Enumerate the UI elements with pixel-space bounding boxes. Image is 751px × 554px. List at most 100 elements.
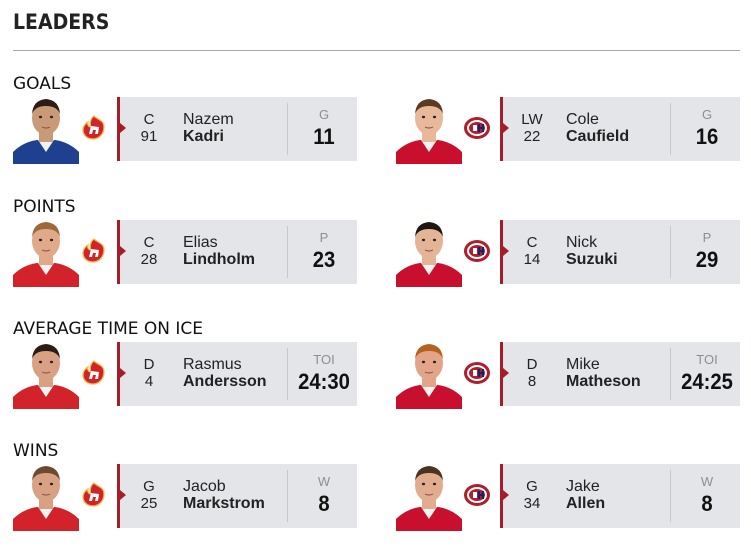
leader-card[interactable]: C 91 Nazem Kadri G 11	[13, 94, 373, 164]
leader-category: POINTS C 28 Elias Lindholm P 2	[0, 197, 751, 305]
category-label: AVERAGE TIME ON ICE	[13, 319, 204, 339]
stat-label: W	[700, 474, 714, 489]
stat-label: W	[317, 474, 331, 489]
player-headshot[interactable]	[396, 461, 462, 531]
stat-divider	[670, 226, 671, 278]
caret-right-icon	[503, 246, 509, 256]
leader-card[interactable]: G 25 Jacob Markstrom W 8	[13, 461, 373, 531]
title-divider	[13, 50, 740, 51]
stat-divider	[287, 470, 288, 522]
player-first-name[interactable]: Jacob	[183, 478, 226, 495]
player-position: C	[526, 234, 538, 251]
leader-card[interactable]: G 34 Jake Allen W 8	[396, 461, 751, 531]
flames-logo-icon[interactable]	[80, 359, 108, 387]
stat-divider	[287, 226, 288, 278]
player-stat-box[interactable]: G 34 Jake Allen W 8	[500, 464, 740, 528]
stat-value: 16	[695, 124, 719, 149]
player-headshot[interactable]	[396, 94, 462, 164]
stat-label: G	[701, 107, 713, 122]
flames-logo-icon[interactable]	[80, 481, 108, 509]
leader-card[interactable]: C 28 Elias Lindholm P 23	[13, 217, 373, 287]
page-title: LEADERS	[13, 10, 110, 34]
player-headshot-image	[13, 217, 79, 287]
leader-card[interactable]: LW 22 Cole Caufield G 16	[396, 94, 751, 164]
player-headshot[interactable]	[13, 217, 79, 287]
player-headshot-image	[396, 461, 462, 531]
player-stat-box[interactable]: C 14 Nick Suzuki P 29	[500, 220, 740, 284]
player-first-name[interactable]: Mike	[566, 356, 600, 373]
player-stat-box[interactable]: C 28 Elias Lindholm P 23	[117, 220, 357, 284]
player-position: D	[143, 356, 155, 373]
player-position: G	[143, 478, 155, 495]
stat-value: 11	[313, 124, 335, 149]
player-first-name[interactable]: Nick	[566, 234, 598, 251]
player-first-name[interactable]: Rasmus	[183, 356, 242, 373]
leader-category: AVERAGE TIME ON ICE D 4 Rasmus Andersson	[0, 319, 751, 427]
player-last-name[interactable]: Kadri	[183, 128, 224, 145]
leader-category: GOALS C 91 Nazem Kadri G 11	[0, 74, 751, 182]
player-number: 22	[523, 128, 541, 145]
player-stat-box[interactable]: G 25 Jacob Markstrom W 8	[117, 464, 357, 528]
stat-divider	[287, 103, 288, 155]
player-last-name[interactable]: Andersson	[183, 373, 267, 390]
player-headshot-image	[396, 94, 462, 164]
canadiens-logo-icon[interactable]	[463, 481, 491, 509]
player-headshot[interactable]	[396, 339, 462, 409]
category-label: WINS	[13, 441, 59, 461]
player-headshot[interactable]	[13, 461, 79, 531]
caret-right-icon	[503, 490, 509, 500]
stat-value: 29	[695, 247, 719, 272]
player-last-name[interactable]: Caufield	[566, 128, 630, 145]
player-position: D	[526, 356, 538, 373]
stat-divider	[670, 348, 671, 400]
caret-right-icon	[120, 368, 126, 378]
player-first-name[interactable]: Cole	[566, 111, 599, 128]
caret-right-icon	[503, 123, 509, 133]
category-label: POINTS	[13, 197, 76, 217]
player-last-name[interactable]: Matheson	[566, 373, 641, 390]
canadiens-logo-icon[interactable]	[463, 114, 491, 142]
player-stat-box[interactable]: LW 22 Cole Caufield G 16	[500, 97, 740, 161]
stat-value: 23	[312, 247, 336, 272]
player-stat-box[interactable]: D 8 Mike Matheson TOI 24:25	[500, 342, 740, 406]
player-headshot-image	[13, 339, 79, 409]
player-first-name[interactable]: Nazem	[183, 111, 234, 128]
player-number: 14	[523, 251, 541, 268]
player-number: 28	[140, 251, 158, 268]
player-last-name[interactable]: Suzuki	[566, 251, 618, 268]
player-headshot[interactable]	[13, 339, 79, 409]
player-number: 8	[527, 373, 537, 390]
player-position: LW	[521, 111, 543, 128]
player-first-name[interactable]: Elias	[183, 234, 218, 251]
stat-label: G	[318, 107, 330, 122]
player-headshot-image	[396, 339, 462, 409]
player-last-name[interactable]: Lindholm	[183, 251, 255, 268]
stat-divider	[670, 470, 671, 522]
canadiens-logo-icon[interactable]	[463, 359, 491, 387]
leader-card[interactable]: C 14 Nick Suzuki P 29	[396, 217, 751, 287]
player-headshot[interactable]	[13, 94, 79, 164]
player-headshot-image	[13, 461, 79, 531]
stat-value: 8	[318, 491, 330, 516]
player-last-name[interactable]: Markstrom	[183, 495, 265, 512]
player-last-name[interactable]: Allen	[566, 495, 606, 512]
flames-logo-icon[interactable]	[80, 237, 108, 265]
player-position: C	[143, 234, 155, 251]
flames-logo-icon[interactable]	[80, 114, 108, 142]
canadiens-logo-icon[interactable]	[463, 237, 491, 265]
caret-right-icon	[120, 123, 126, 133]
caret-right-icon	[503, 368, 509, 378]
player-number: 91	[140, 128, 158, 145]
player-stat-box[interactable]: C 91 Nazem Kadri G 11	[117, 97, 357, 161]
player-number: 34	[523, 495, 541, 512]
leader-card[interactable]: D 8 Mike Matheson TOI 24:25	[396, 339, 751, 409]
stat-label: TOI	[313, 352, 335, 367]
player-first-name[interactable]: Jake	[566, 478, 600, 495]
leader-category: WINS G 25 Jacob Markstrom W 8	[0, 441, 751, 549]
player-position: G	[526, 478, 538, 495]
player-stat-box[interactable]: D 4 Rasmus Andersson TOI 24:30	[117, 342, 357, 406]
leader-card[interactable]: D 4 Rasmus Andersson TOI 24:30	[13, 339, 373, 409]
stat-label: P	[702, 230, 712, 245]
player-headshot[interactable]	[396, 217, 462, 287]
stat-value: 8	[701, 491, 713, 516]
